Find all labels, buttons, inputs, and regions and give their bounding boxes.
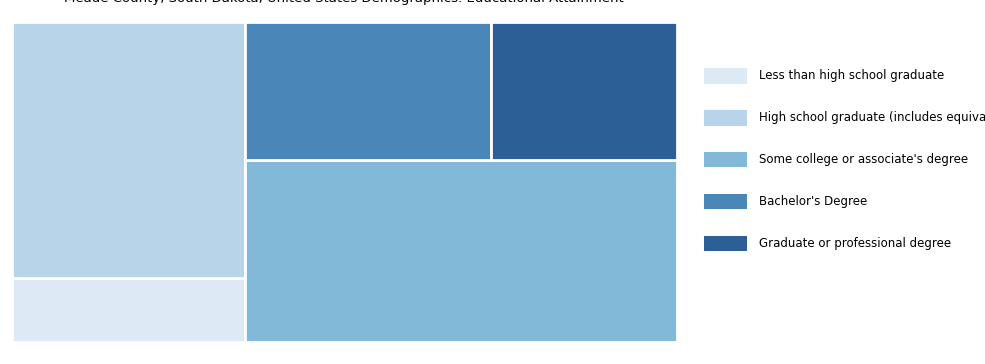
Bar (492, 22, 677, 160)
Bar (704, 110, 747, 126)
Text: Some college or associate's degree: Some college or associate's degree (759, 153, 968, 166)
Text: Bachelor's Degree: Bachelor's Degree (759, 195, 868, 208)
Bar (704, 152, 747, 167)
Bar (704, 194, 747, 209)
Bar (12, 278, 244, 342)
Bar (704, 68, 747, 84)
Text: High school graduate (includes equivalency): High school graduate (includes equivalen… (759, 111, 985, 124)
Bar (244, 22, 492, 160)
Text: Meade County, South Dakota, United States Demographics: Educational Attainment: Meade County, South Dakota, United State… (64, 0, 624, 5)
Bar (704, 236, 747, 251)
Bar (244, 160, 677, 342)
Text: Graduate or professional degree: Graduate or professional degree (759, 237, 952, 250)
Bar (12, 22, 244, 278)
Text: Less than high school graduate: Less than high school graduate (759, 70, 945, 82)
